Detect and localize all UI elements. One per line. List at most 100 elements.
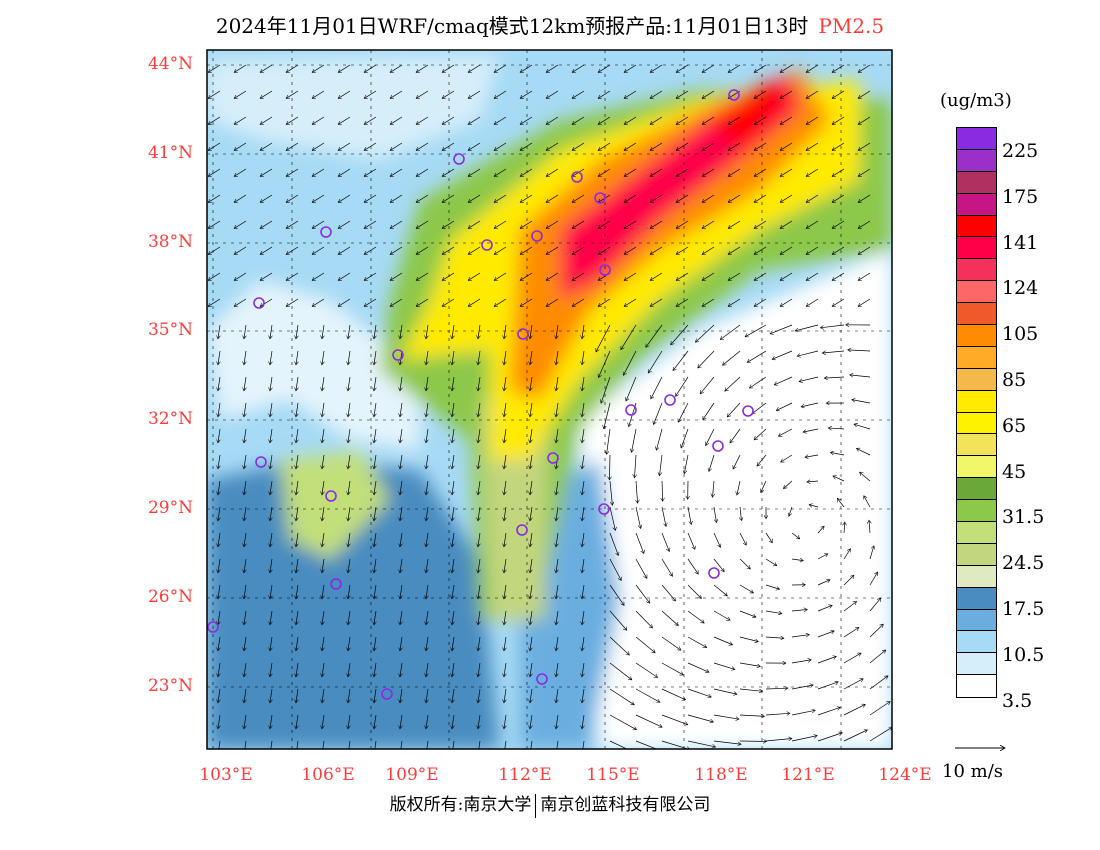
wind-arrow <box>234 220 247 229</box>
wind-arrow <box>556 714 558 729</box>
wind-arrow <box>624 220 637 229</box>
colorbar-swatch <box>957 215 996 238</box>
wind-arrow <box>728 194 741 203</box>
wind-arrow <box>426 506 428 521</box>
wind-arrow <box>864 496 871 508</box>
wind-arrow <box>609 610 627 630</box>
wind-arrow <box>832 168 845 177</box>
wind-arrow <box>478 506 480 521</box>
wind-arrow <box>338 90 351 99</box>
colorbar-swatch <box>957 193 996 216</box>
wind-arrow <box>806 64 819 73</box>
wind-arrow <box>348 636 350 651</box>
wind-arrow <box>687 636 707 648</box>
wind-arrow <box>791 710 815 716</box>
wind-arrow <box>364 64 377 73</box>
wind-arrow <box>572 64 585 73</box>
wind-arrow <box>530 480 532 495</box>
wind-arrow <box>348 662 350 677</box>
wind-arrow <box>604 402 611 429</box>
wind-arrow <box>452 714 454 729</box>
wind-arrow <box>504 454 506 469</box>
wind-arrow <box>530 376 532 391</box>
wind-arrow <box>780 272 793 281</box>
wind-arrow <box>312 90 325 99</box>
figure-title: 2024年11月01日WRF/cmaq模式12km预报产品:11月01日13时 P… <box>0 10 1100 39</box>
wind-arrow <box>687 714 713 722</box>
wind-arrow <box>702 220 715 229</box>
wind-arrow <box>598 64 611 73</box>
wind-arrow <box>635 610 653 628</box>
wind-arrow <box>832 246 845 255</box>
wind-arrow <box>322 350 324 365</box>
city-marker <box>253 297 265 309</box>
wind-arrow <box>780 246 793 255</box>
city-marker <box>625 404 637 416</box>
copyright-right: 南京创蓝科技有限公司 <box>540 795 711 815</box>
wind-arrow <box>322 402 324 417</box>
wind-arrow <box>727 402 741 417</box>
wind-arrow <box>650 64 663 73</box>
wind-arrow <box>520 272 533 281</box>
wind-arrow <box>656 428 663 450</box>
wind-arrow <box>783 480 793 489</box>
wind-arrow <box>626 376 637 401</box>
wind-arrow <box>348 688 350 703</box>
wind-arrow <box>296 428 298 443</box>
wind-arrow <box>374 688 376 703</box>
wind-arrow <box>348 376 350 391</box>
wind-arrow <box>676 298 689 307</box>
wind-arrow <box>828 428 845 429</box>
wind-arrow <box>609 558 621 581</box>
wind-arrow <box>478 480 480 495</box>
city-marker <box>598 503 610 515</box>
wind-arrow <box>494 272 507 281</box>
wind-arrow <box>843 549 851 560</box>
wind-arrow <box>556 584 558 599</box>
wind-arrow <box>296 532 298 547</box>
wind-arrow <box>218 350 220 365</box>
wind-arrow <box>348 558 350 573</box>
wind-arrow <box>426 350 428 365</box>
wind-arrow <box>504 428 506 443</box>
wind-arrow <box>803 428 819 432</box>
wind-arrow <box>348 350 350 365</box>
wind-arrow <box>530 324 532 339</box>
wind-arrow <box>504 558 506 573</box>
wind-arrow <box>390 142 403 151</box>
city-markers <box>207 89 754 700</box>
colorbar-label: 10.5 <box>1002 643 1045 666</box>
wind-arrow <box>582 688 584 703</box>
wind-arrow <box>296 454 298 469</box>
wind-arrow <box>712 480 714 497</box>
wind-arrow <box>426 454 428 469</box>
wind-arrow <box>843 601 857 612</box>
wind-arrow <box>684 454 689 474</box>
wind-arrow <box>270 532 272 547</box>
wind-arrow <box>728 298 741 307</box>
wind-arrow <box>635 714 662 727</box>
wind-arrow <box>739 662 760 666</box>
colorbar-swatch <box>957 587 996 610</box>
wind-arrow <box>749 376 767 388</box>
lon-label: 121°E <box>781 765 835 785</box>
wind-arrow <box>286 90 299 99</box>
wind-arrow <box>426 584 428 599</box>
wind-arrow <box>374 636 376 651</box>
wind-arrow <box>312 220 325 229</box>
wind-arrow <box>416 64 429 73</box>
wind-arrow <box>504 480 506 495</box>
wind-arrow <box>791 635 809 638</box>
wind-arrow <box>747 350 767 363</box>
colorbar-swatch <box>957 609 996 632</box>
wind-arrow <box>478 376 480 391</box>
wind-arrow <box>681 428 689 448</box>
colorbar-swatch <box>957 522 996 544</box>
wind-arrow <box>761 480 767 493</box>
wind-arrow <box>312 246 325 255</box>
wind-arrow <box>739 584 753 593</box>
wind-arrow <box>322 610 324 625</box>
wind-arrow <box>624 168 637 177</box>
wind-arrow <box>673 350 689 371</box>
wind-arrow <box>739 688 763 691</box>
